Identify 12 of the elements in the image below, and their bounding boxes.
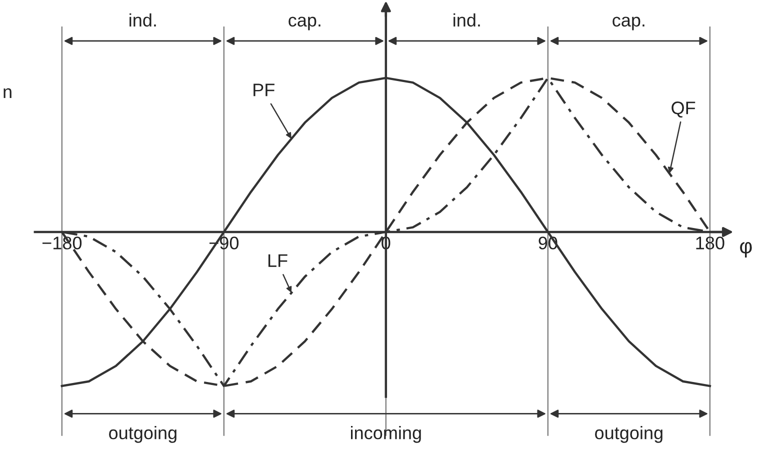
x-axis-title: φ [740,242,752,258]
annotation: n [4,88,12,98]
text: ind. [130,13,156,27]
text: outgoing [109,426,176,443]
text: cap. [288,16,320,30]
text: cap. [612,16,644,30]
text: incoming [351,426,421,443]
series-label: LF [268,254,288,267]
text: outgoing [595,426,662,443]
text: PF [254,84,274,96]
series-label: QF [672,102,696,118]
text: ind. [454,13,480,27]
